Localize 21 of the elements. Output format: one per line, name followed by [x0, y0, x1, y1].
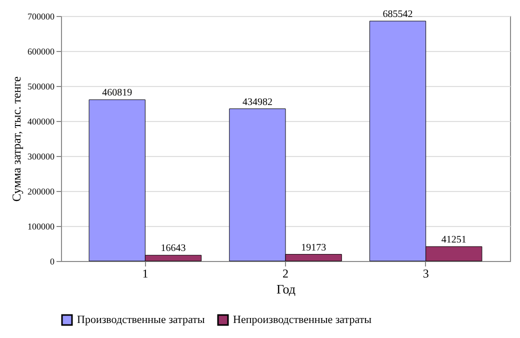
data-label: 434982	[242, 96, 272, 108]
y-tick-label: 400000	[28, 116, 55, 126]
y-tick-label: 0	[50, 256, 55, 266]
x-axis-title: Год	[276, 282, 296, 296]
data-label: 19173	[301, 242, 326, 254]
legend-label: Производственные затраты	[77, 314, 206, 326]
data-label: 685542	[382, 9, 413, 20]
y-tick-label: 500000	[28, 82, 55, 92]
data-label: 460819	[102, 88, 132, 99]
y-tick-label: 700000	[28, 12, 55, 22]
x-tick-label: 3	[422, 266, 429, 280]
y-tick-label: 600000	[28, 46, 55, 56]
y-tick-label: 100000	[28, 222, 55, 232]
y-tick-label: 200000	[28, 186, 55, 196]
data-label: 16643	[160, 243, 186, 254]
x-tick-label: 1	[142, 266, 148, 280]
x-tick-label: 2	[282, 266, 288, 280]
legend-label: Непроизводственные затраты	[233, 314, 372, 326]
y-axis-title: Сумма затрат, тыс. тенге	[10, 76, 24, 202]
y-tick-label: 300000	[28, 152, 55, 162]
data-label: 41251	[441, 234, 466, 246]
